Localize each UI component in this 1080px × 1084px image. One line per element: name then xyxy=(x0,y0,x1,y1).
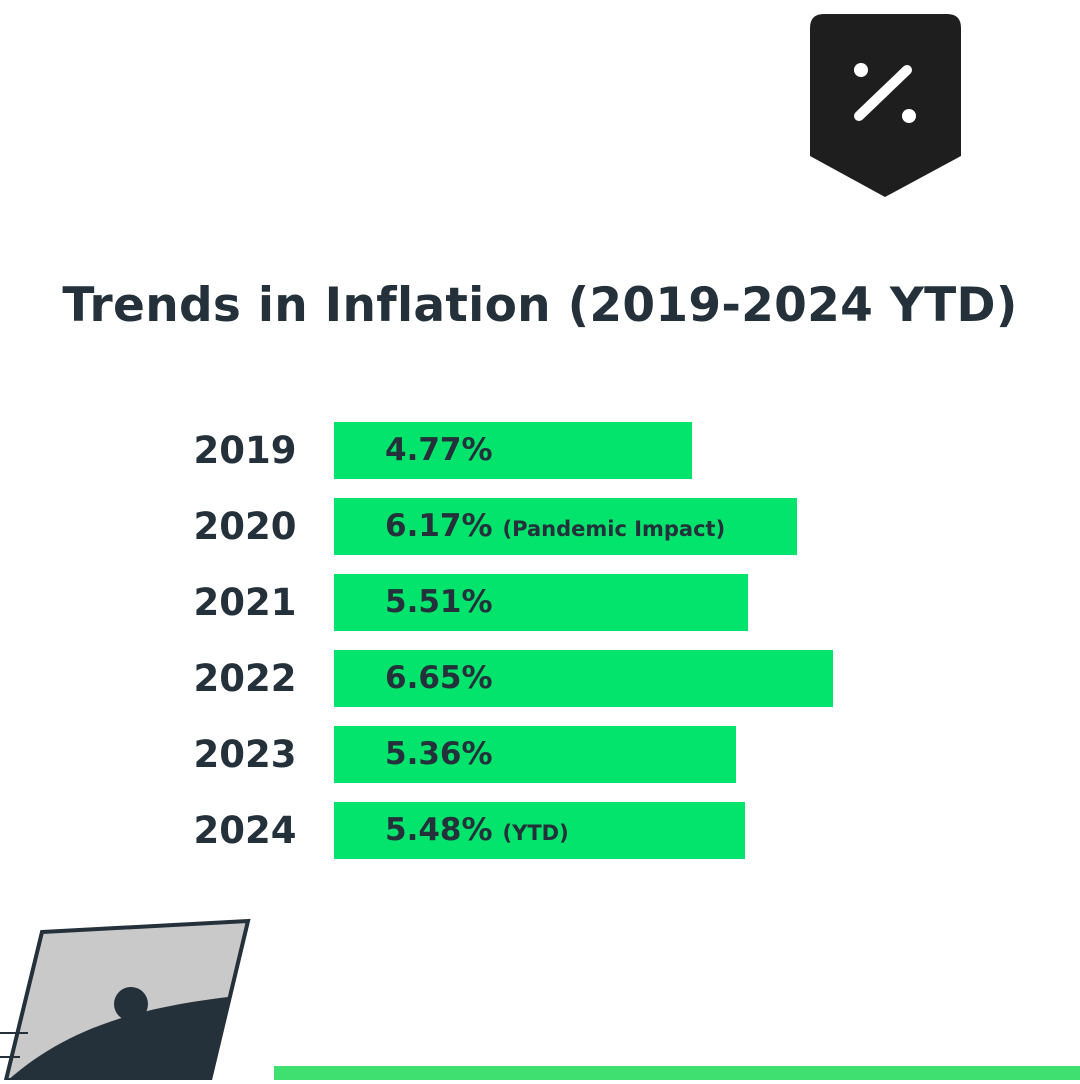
bar-value: 4.77% xyxy=(385,432,493,468)
year-label: 2023 xyxy=(193,733,297,776)
bar-value-label: 5.51% xyxy=(385,574,493,631)
bar-value-label: 5.48% (YTD) xyxy=(385,802,569,859)
bar xyxy=(334,802,745,859)
bar-value-label: 6.65% xyxy=(385,650,493,707)
bar-value: 6.65% xyxy=(385,660,493,696)
percent-badge xyxy=(810,14,961,197)
bar-annotation: (YTD) xyxy=(502,821,569,845)
chart-title: Trends in Inflation (2019-2024 YTD) xyxy=(62,278,1018,333)
bar xyxy=(334,498,797,555)
year-label: 2020 xyxy=(193,505,297,548)
bar-value: 5.36% xyxy=(385,736,493,772)
bar xyxy=(334,574,748,631)
bar xyxy=(334,422,692,479)
bar-annotation: (Pandemic Impact) xyxy=(502,517,726,541)
year-label: 2022 xyxy=(193,657,297,700)
bar xyxy=(334,650,833,707)
bar-value-label: 5.36% xyxy=(385,726,493,783)
bar-value-label: 4.77% xyxy=(385,422,493,479)
laptop-illustration xyxy=(0,915,260,1082)
bar-value: 5.51% xyxy=(385,584,493,620)
bar-value: 6.17% xyxy=(385,508,493,544)
bar-value-label: 6.17% (Pandemic Impact) xyxy=(385,498,725,555)
year-label: 2024 xyxy=(193,809,297,852)
bottom-accent-line xyxy=(274,1066,1080,1080)
year-label: 2019 xyxy=(193,429,297,472)
bar-value: 5.48% xyxy=(385,812,493,848)
bar xyxy=(334,726,736,783)
year-label: 2021 xyxy=(193,581,297,624)
percent-icon xyxy=(810,14,961,197)
